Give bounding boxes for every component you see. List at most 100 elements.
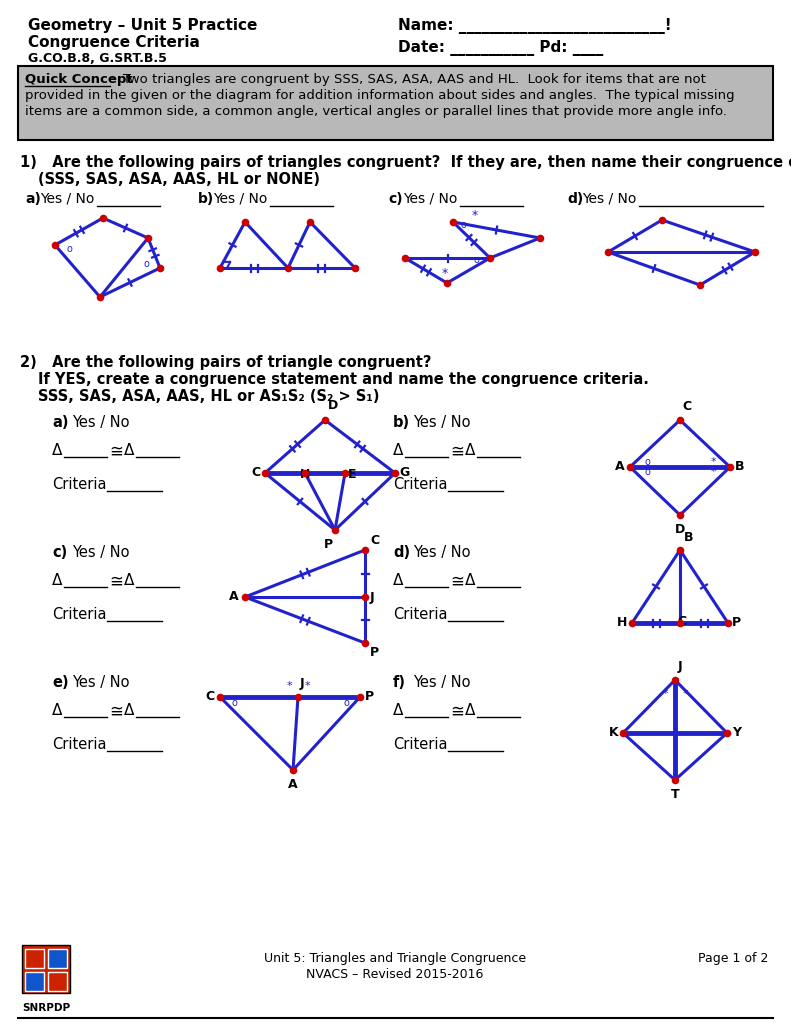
Text: *: * [472, 209, 478, 221]
Text: A: A [288, 778, 298, 791]
Text: Geometry – Unit 5 Practice: Geometry – Unit 5 Practice [28, 18, 257, 33]
Text: Yes / No: Yes / No [72, 545, 130, 560]
FancyBboxPatch shape [48, 972, 67, 991]
Text: Yes / No: Yes / No [40, 193, 94, 206]
Text: 1)   Are the following pairs of triangles congruent?  If they are, then name the: 1) Are the following pairs of triangles … [20, 155, 791, 170]
FancyBboxPatch shape [22, 945, 70, 993]
Text: Unit 5: Triangles and Triangle Congruence: Unit 5: Triangles and Triangle Congruenc… [264, 952, 526, 965]
Text: Y: Y [732, 726, 741, 739]
Text: o: o [473, 255, 479, 265]
Text: T: T [671, 788, 679, 801]
FancyBboxPatch shape [25, 949, 44, 968]
Text: *: * [710, 457, 716, 467]
Text: C: C [682, 400, 691, 413]
Text: :  Two triangles are congruent by SSS, SAS, ASA, AAS and HL.  Look for items tha: : Two triangles are congruent by SSS, SA… [110, 73, 706, 86]
Text: *: * [662, 689, 668, 699]
Text: Criteria: Criteria [52, 477, 107, 492]
Text: d): d) [393, 545, 410, 560]
Text: o: o [644, 457, 650, 467]
Text: o: o [644, 467, 650, 477]
Text: B: B [684, 531, 694, 544]
Text: c): c) [52, 545, 67, 560]
Text: Δ: Δ [393, 573, 403, 588]
Text: ≅: ≅ [109, 573, 123, 591]
Text: C: C [206, 690, 215, 703]
Text: *: * [286, 681, 292, 691]
Text: *: * [710, 467, 716, 477]
Text: ≅: ≅ [450, 573, 464, 591]
Text: P: P [370, 646, 379, 659]
Text: (SSS, SAS, ASA, AAS, HL or NONE): (SSS, SAS, ASA, AAS, HL or NONE) [38, 172, 320, 187]
Text: Yes / No: Yes / No [213, 193, 267, 206]
Text: G.CO.B.8, G.SRT.B.5: G.CO.B.8, G.SRT.B.5 [28, 52, 167, 65]
Text: Yes / No: Yes / No [413, 675, 471, 690]
Text: Δ: Δ [124, 573, 134, 588]
Text: a): a) [25, 193, 41, 206]
Text: *: * [682, 689, 688, 699]
Text: items are a common side, a common angle, vertical angles or parallel lines that : items are a common side, a common angle,… [25, 105, 727, 118]
Text: Criteria: Criteria [393, 477, 448, 492]
Text: J: J [300, 677, 305, 690]
Text: Yes / No: Yes / No [403, 193, 457, 206]
Text: NVACS – Revised 2015-2016: NVACS – Revised 2015-2016 [306, 968, 483, 981]
Text: Yes / No: Yes / No [582, 193, 637, 206]
Text: Δ: Δ [52, 573, 62, 588]
Text: P: P [732, 616, 741, 630]
Text: P: P [365, 690, 374, 703]
Text: Criteria: Criteria [52, 607, 107, 622]
Text: J: J [370, 591, 375, 603]
Text: B: B [735, 461, 744, 473]
Text: Date: ___________ Pd: ____: Date: ___________ Pd: ____ [398, 40, 604, 56]
Text: *: * [442, 267, 448, 281]
Text: D: D [675, 523, 685, 536]
Text: c): c) [388, 193, 403, 206]
Text: *: * [305, 681, 310, 691]
Text: If YES, create a congruence statement and name the congruence criteria.: If YES, create a congruence statement an… [38, 372, 649, 387]
Text: G: G [399, 467, 409, 479]
Text: f): f) [393, 675, 406, 690]
Text: b): b) [198, 193, 214, 206]
Text: Page 1 of 2: Page 1 of 2 [698, 952, 768, 965]
Text: Δ: Δ [465, 443, 475, 458]
Text: Δ: Δ [124, 703, 134, 718]
Text: Δ: Δ [465, 573, 475, 588]
FancyBboxPatch shape [18, 66, 773, 140]
Text: Yes / No: Yes / No [413, 545, 471, 560]
Text: Δ: Δ [465, 703, 475, 718]
Text: Yes / No: Yes / No [72, 675, 130, 690]
Text: o: o [143, 259, 149, 269]
Text: H: H [300, 468, 310, 481]
Text: o: o [66, 244, 72, 254]
Text: ≅: ≅ [450, 703, 464, 721]
Text: o: o [231, 698, 237, 708]
Text: SSS, SAS, ASA, AAS, HL or AS₁S₂ (S₂ > S₁): SSS, SAS, ASA, AAS, HL or AS₁S₂ (S₂ > S₁… [38, 389, 380, 404]
Text: 2)   Are the following pairs of triangle congruent?: 2) Are the following pairs of triangle c… [20, 355, 432, 370]
Text: Δ: Δ [393, 703, 403, 718]
Text: a): a) [52, 415, 69, 430]
Text: Criteria: Criteria [393, 737, 448, 752]
Text: provided in the given or the diagram for addition information about sides and an: provided in the given or the diagram for… [25, 89, 735, 102]
Text: C: C [252, 467, 261, 479]
Text: e): e) [52, 675, 69, 690]
Text: SNRPDP: SNRPDP [22, 1002, 70, 1013]
Text: C: C [677, 615, 687, 628]
Text: ≅: ≅ [109, 443, 123, 461]
Text: Quick Concept: Quick Concept [25, 73, 133, 86]
Text: P: P [324, 538, 333, 551]
FancyBboxPatch shape [48, 949, 67, 968]
Text: E: E [348, 468, 357, 481]
Text: b): b) [393, 415, 410, 430]
Text: Congruence Criteria: Congruence Criteria [28, 35, 200, 50]
Text: A: A [615, 461, 625, 473]
Text: Yes / No: Yes / No [72, 415, 130, 430]
Text: o: o [343, 698, 349, 708]
FancyBboxPatch shape [25, 972, 44, 991]
Text: K: K [608, 726, 618, 739]
Text: Δ: Δ [393, 443, 403, 458]
Text: d): d) [567, 193, 583, 206]
Text: o: o [460, 220, 466, 230]
Text: H: H [617, 616, 627, 630]
Text: Δ: Δ [52, 703, 62, 718]
Text: Δ: Δ [52, 443, 62, 458]
Text: A: A [229, 591, 239, 603]
